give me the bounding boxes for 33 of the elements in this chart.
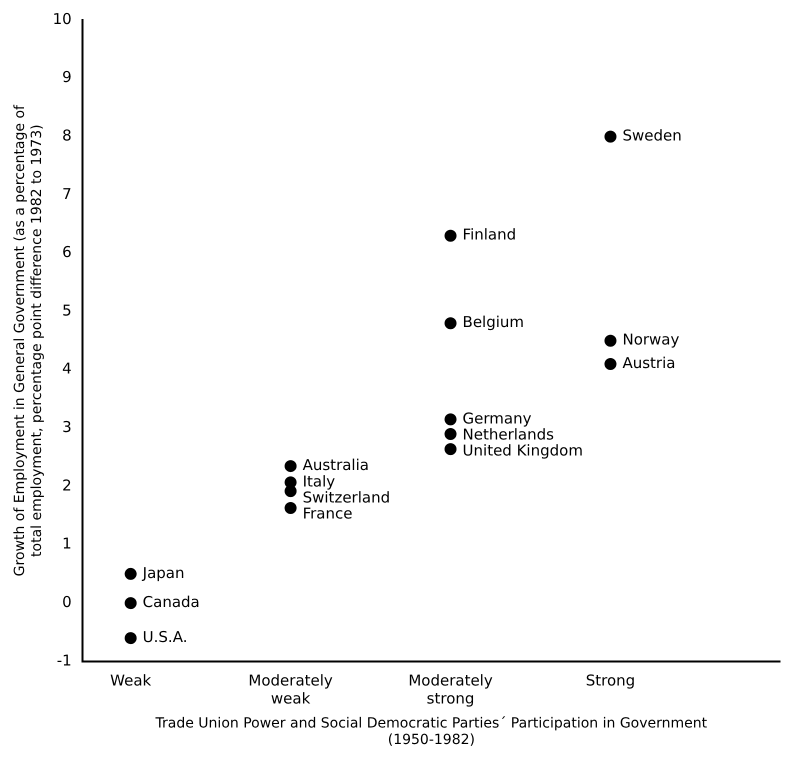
series-label: Canada	[142, 592, 200, 611]
y-tick-label: 8	[62, 126, 72, 145]
y-tick-label: 7	[62, 184, 72, 203]
series-label: Australia	[302, 456, 369, 474]
series-label: Switzerland	[302, 488, 390, 506]
y-tick-label: 10	[52, 10, 72, 28]
y-tick-label: 6	[62, 243, 72, 262]
series-label: Germany	[462, 409, 532, 428]
series-label: Belgium	[462, 313, 524, 332]
series-label: Norway	[622, 330, 680, 349]
series-label: U.S.A.	[142, 628, 188, 646]
x-axis-title: Trade Union Power and Social Democratic Parties´ Participation in Government (1950-1982)	[154, 715, 708, 748]
y-tick-label: -1	[56, 651, 72, 670]
series-label: France	[302, 504, 352, 522]
y-tick-label: 0	[62, 592, 72, 611]
series-label: Japan	[142, 564, 185, 582]
x-tick-label: Moderately weak	[248, 671, 333, 708]
y-tick-label: 2	[62, 476, 72, 494]
x-tick-label: Moderately strong	[408, 671, 493, 708]
series-label: Austria	[622, 354, 676, 372]
series-label: Sweden	[622, 126, 682, 145]
series-label: United Kingdom	[462, 441, 583, 460]
y-tick-label: 1	[62, 534, 72, 553]
series-label: Italy	[302, 472, 336, 490]
series-label: Finland	[462, 226, 516, 244]
y-tick-label: 9	[62, 68, 72, 86]
y-tick-label: 4	[62, 360, 72, 378]
y-tick-label: 5	[62, 301, 72, 320]
series-label: Netherlands	[462, 425, 554, 444]
x-tick-label: Strong	[586, 671, 636, 690]
x-tick-label: Weak	[110, 671, 152, 690]
y-tick-label: 3	[62, 418, 72, 436]
y-axis-title: Growth of Employment in General Government (as a percentage of total employment, percentage point difference 1982 to 1973)	[12, 104, 45, 576]
